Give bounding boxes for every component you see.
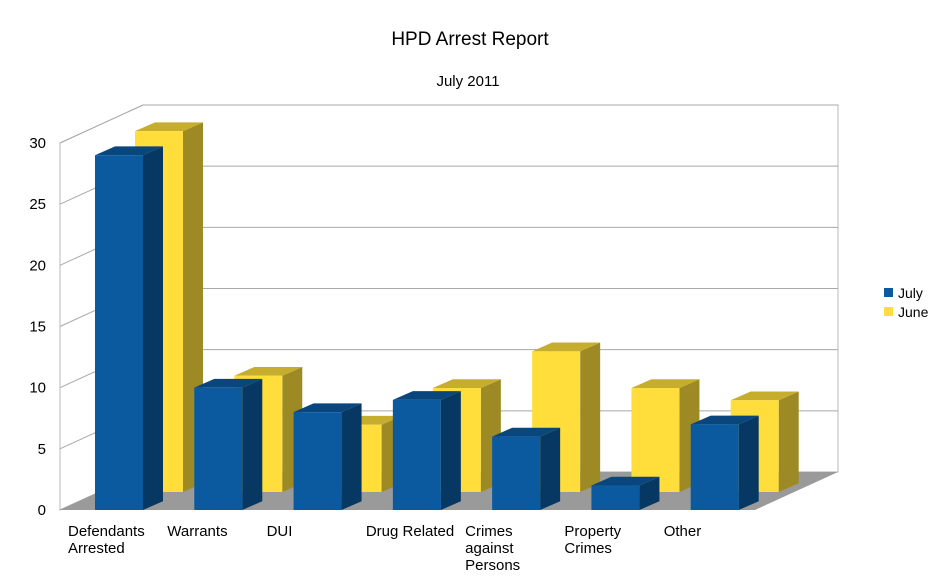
bar-july-1-side [242,378,263,510]
bar-july-4-front [492,436,541,510]
bar-july-0 [95,146,163,510]
x-category-line: Warrants [167,523,227,540]
bar-july-4-side [540,427,561,510]
chart-title: HPD Arrest Report [391,29,549,50]
y-tick-label: 10 [29,380,46,397]
bar-july-5-top [591,476,660,486]
bar-july-4 [492,427,561,510]
bar-july-4-top [492,427,561,437]
y-tick-label: 15 [29,319,46,336]
x-category-line: Drug Related [366,523,454,540]
gridline [59,104,838,144]
x-axis-categories: Defendants Arrested Warrants DUI Drug Relate… [68,523,701,574]
bar-july-3-top [392,391,461,400]
bar-july-3-front [392,399,441,510]
bar-july-1-front [194,387,243,510]
x-category-label: Warrants [167,523,227,540]
bar-july-6 [690,415,759,510]
x-category-line: Defendants [68,523,145,540]
bar-july-6-front [690,424,739,510]
x-category-label: Defendants Arrested [68,523,145,557]
bar-july-0-side [143,146,163,510]
y-axis-ticks: 0 5 10 15 20 25 30 [29,135,46,519]
x-category-label: Crimes against Persons [465,523,520,574]
y-tick-label: 25 [29,196,46,213]
bar-june-6-side [778,391,799,492]
bar-june-5-front [631,388,680,492]
x-category-line: Other [664,523,702,540]
bar-june-6-top [730,391,799,401]
bar-june-5 [631,379,700,492]
bar-july-3-side [440,391,461,510]
bar-june-1-top [234,366,303,376]
x-category-line: Persons [465,557,520,574]
x-category-line: Crimes [465,523,512,540]
bar-july-3 [392,391,461,510]
bar-june-4-side [580,342,601,492]
y-tick-label: 0 [38,502,46,519]
legend-swatch-june [884,307,893,316]
bar-july-5-front [591,485,640,510]
x-category-line: Arrested [68,540,125,557]
bar-july-2-side [341,403,362,510]
bar-june-5-top [631,379,700,389]
y-tick-label: 30 [29,135,46,152]
bar-june-3-top [432,379,501,389]
bar-june-0-top [135,122,203,132]
bar-july-1 [194,378,263,510]
y-tick-label: 5 [38,441,46,458]
bar-july-2 [293,403,362,510]
x-category-line: Property [564,523,621,540]
bar-july-0-top [95,146,163,156]
legend: July June [884,285,929,320]
bar-july-2-top [293,403,362,413]
legend-label-july: July [898,285,923,301]
bar-july-1-top [194,378,263,388]
bar-june-4-top [532,342,601,352]
bar-july-6-top [690,415,759,425]
bar-july-6-side [738,415,759,510]
bar-july-2-front [293,412,342,510]
chart-subtitle: July 2011 [436,73,499,90]
y-tick-label: 20 [29,257,46,274]
x-category-label: Property Crimes [564,523,621,557]
x-category-line: Crimes [564,540,612,557]
legend-label-june: June [898,304,929,320]
bar-july-0-front [95,155,143,510]
x-category-label: Other [664,523,702,540]
x-category-label: Drug Related [366,523,454,540]
x-category-line: against [465,540,514,557]
legend-swatch-july [884,288,893,297]
bar-july-5 [591,476,660,510]
x-category-line: DUI [267,523,293,540]
x-category-label: DUI [267,523,293,540]
bars [95,122,799,510]
bar-july-5-side [639,476,660,510]
